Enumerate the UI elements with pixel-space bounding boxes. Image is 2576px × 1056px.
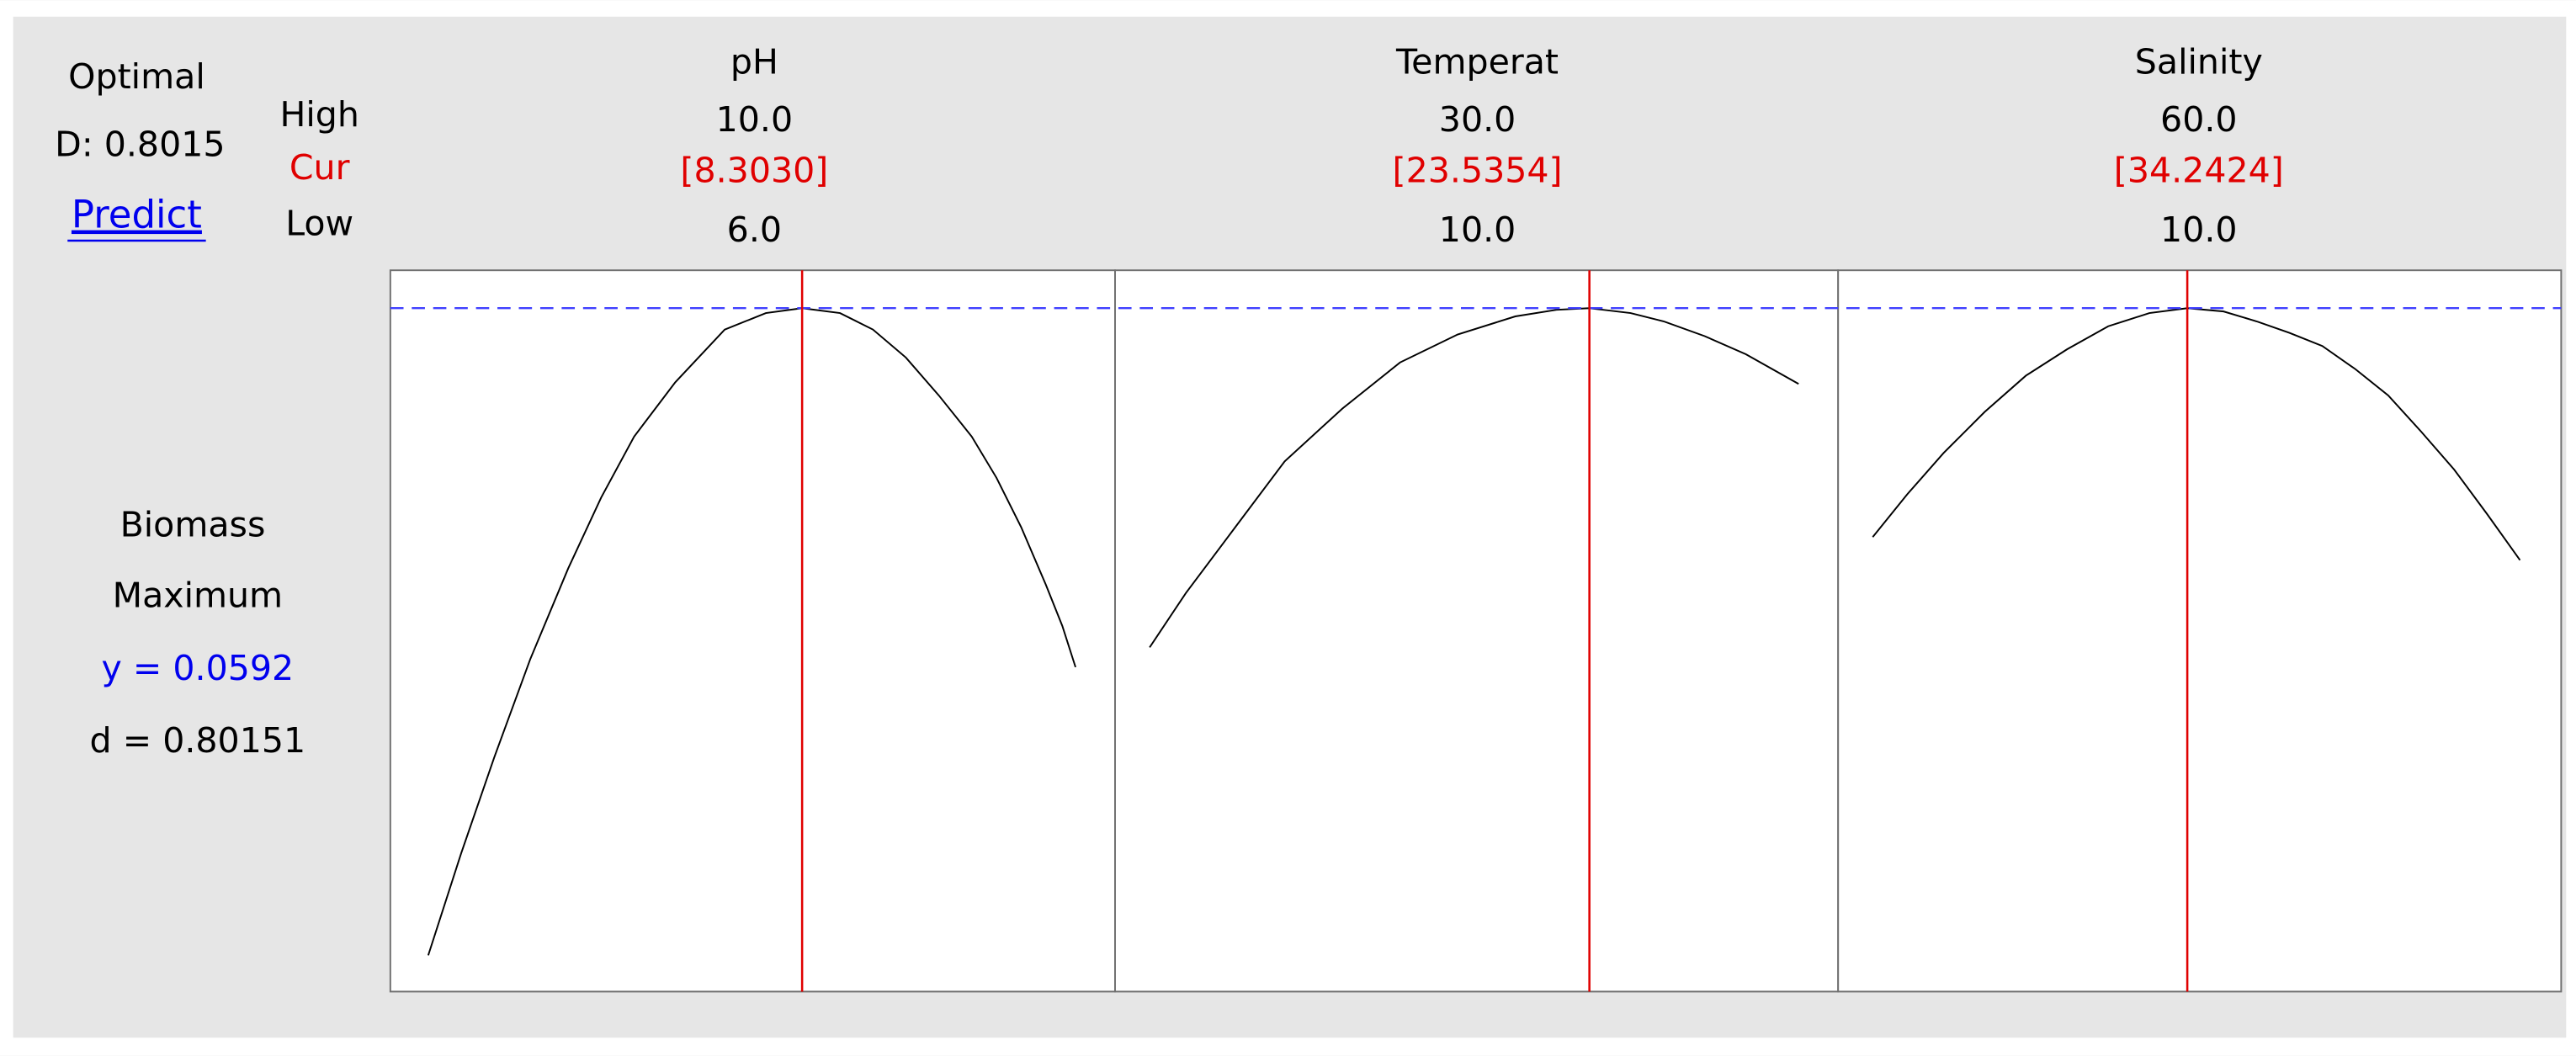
optimal-label: Optimal [68, 56, 205, 97]
predict-link[interactable]: Predict [72, 193, 202, 237]
response-d: d = 0.80151 [90, 720, 306, 761]
factor-cur: [8.3030] [680, 151, 828, 191]
cur-label: Cur [289, 147, 350, 188]
plot-panel [1837, 269, 2563, 993]
factor-low: 10.0 [1439, 210, 1516, 250]
factor-name: Salinity [2135, 42, 2263, 82]
factor-low: 6.0 [727, 210, 782, 250]
response-name: Biomass [120, 505, 266, 545]
factor-high: 10.0 [716, 99, 794, 140]
plot-panel [1114, 269, 1840, 993]
plot-panel [389, 269, 1116, 993]
factor-name: pH [730, 42, 778, 82]
factor-high: 30.0 [1439, 99, 1516, 140]
low-label: Low [285, 203, 353, 243]
response-y: y = 0.0592 [102, 648, 295, 688]
high-label: High [279, 94, 359, 135]
factor-low: 10.0 [2160, 210, 2238, 250]
response-curve [1149, 307, 1799, 648]
response-goal: Maximum [113, 576, 283, 616]
response-curve [1872, 307, 2521, 561]
factor-cur: [23.5354] [1393, 151, 1563, 191]
factor-high: 60.0 [2160, 99, 2238, 140]
factor-name: Temperat [1395, 42, 1559, 82]
factor-cur: [34.2424] [2114, 151, 2284, 191]
overall-desirability: D: 0.8015 [55, 124, 225, 164]
